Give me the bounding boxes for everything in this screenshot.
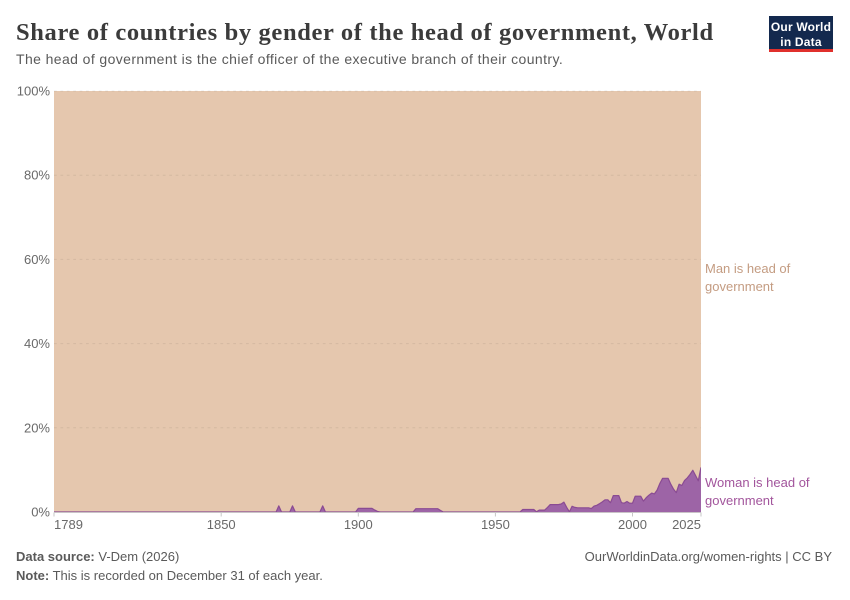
svg-text:2025: 2025 bbox=[672, 517, 701, 532]
svg-text:1850: 1850 bbox=[207, 517, 236, 532]
svg-text:2000: 2000 bbox=[618, 517, 647, 532]
svg-text:100%: 100% bbox=[17, 84, 51, 99]
svg-text:1900: 1900 bbox=[344, 517, 373, 532]
svg-text:60%: 60% bbox=[24, 252, 50, 267]
svg-text:20%: 20% bbox=[24, 420, 50, 435]
svg-text:1789: 1789 bbox=[54, 517, 83, 532]
svg-text:40%: 40% bbox=[24, 336, 50, 351]
svg-text:80%: 80% bbox=[24, 168, 50, 183]
svg-text:1950: 1950 bbox=[481, 517, 510, 532]
svg-text:0%: 0% bbox=[31, 505, 50, 520]
